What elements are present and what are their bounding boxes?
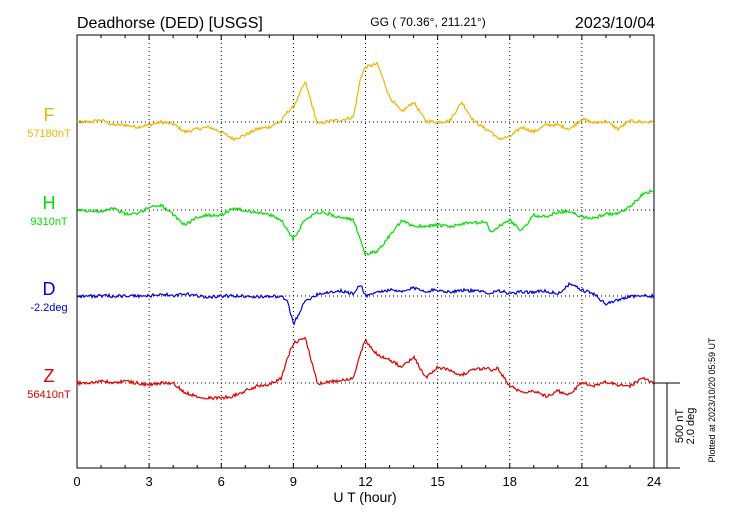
trace-group — [76, 61, 655, 401]
x-tick-label: 3 — [146, 474, 153, 489]
x-axis-ticks: 0 3 6 9 12 15 18 21 24 — [73, 35, 661, 489]
series-line-h — [76, 189, 655, 256]
series-name-d: D — [43, 279, 56, 299]
series-baseline-h: 9310nT — [30, 216, 68, 228]
scale-bar: 500 nT 2.0 deg — [654, 382, 697, 469]
x-tick-label: 18 — [503, 474, 517, 489]
x-tick-label: 24 — [647, 474, 661, 489]
series-baseline-z: 56410nT — [27, 389, 71, 401]
vertical-gridlines — [148, 35, 583, 468]
scale-bar-nt: 500 nT — [674, 409, 686, 444]
series-line-z — [76, 336, 655, 401]
scale-bar-deg: 2.0 deg — [685, 408, 697, 445]
x-tick-label: 0 — [73, 474, 80, 489]
series-name-h: H — [43, 193, 56, 213]
x-tick-label: 12 — [358, 474, 372, 489]
series-baseline-f: 57180nT — [27, 128, 71, 140]
series-name-f: F — [44, 105, 55, 125]
series-line-d — [76, 282, 655, 326]
series-line-f — [76, 61, 655, 142]
x-axis-label: U T (hour) — [333, 489, 396, 505]
series-labels: F 57180nT H 9310nT D -2.2deg Z 56410nT — [27, 105, 71, 401]
plotted-timestamp: Plotted at 2023/10/20 05:59 UT — [707, 337, 717, 463]
plot-date: 2023/10/04 — [575, 15, 655, 32]
x-tick-label: 21 — [575, 474, 589, 489]
series-name-z: Z — [44, 366, 55, 386]
x-tick-label: 9 — [290, 474, 297, 489]
station-title: Deadhorse (DED) [USGS] — [77, 15, 263, 32]
x-tick-label: 15 — [430, 474, 444, 489]
x-tick-label: 6 — [218, 474, 225, 489]
series-baseline-d: -2.2deg — [30, 302, 67, 314]
station-coordinates: GG ( 70.36°, 211.21°) — [370, 15, 485, 29]
